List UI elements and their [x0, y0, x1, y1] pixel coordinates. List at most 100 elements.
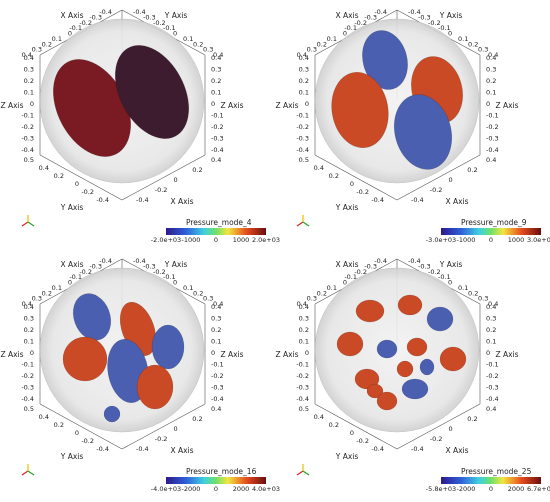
- mode-blob: [396, 360, 414, 378]
- axis-tick-label: 0.1: [24, 89, 34, 97]
- colorbar-tick-label: 3.0e+03: [527, 236, 550, 244]
- axis-tick-label: 0.4: [299, 54, 309, 62]
- axis-tick-label: -0.2: [79, 19, 92, 27]
- axis-tick-label: -0.1: [211, 361, 224, 369]
- axis-tick-label: 0.4: [24, 303, 34, 311]
- axis-tick-label: 0.3: [486, 66, 496, 74]
- orient-y: [302, 221, 310, 227]
- axis-tick-label: 0.1: [458, 284, 468, 292]
- axis-tick-label: 0.3: [478, 46, 488, 54]
- axis-tick-label: -0.1: [344, 24, 357, 32]
- axis-tick-label: 0.3: [307, 295, 317, 303]
- mode-blob: [103, 405, 121, 423]
- axis-title: Z Axis: [0, 101, 23, 110]
- axis-tick-label: 0: [486, 100, 490, 108]
- axis-tick-label: -0.2: [430, 435, 443, 443]
- axis-title: X Axis: [170, 197, 193, 206]
- axis-line: [396, 154, 481, 201]
- axis-line: [314, 154, 398, 201]
- axis-tick-label: 0.2: [467, 415, 477, 423]
- axis-tick-label: 0.3: [24, 315, 34, 323]
- axis-title: X Axis: [335, 11, 358, 20]
- axis-tick-label: 0.4: [211, 303, 221, 311]
- axis-tick-label: -0.4: [374, 8, 387, 16]
- mode-blob: [151, 324, 185, 370]
- axis-tick-label: 0.4: [213, 300, 223, 308]
- axis-tick-label: -0.3: [211, 384, 224, 392]
- axis-tick-label: 0: [449, 176, 453, 184]
- axis-tick-label: -0.3: [486, 384, 499, 392]
- mode-blob: [397, 294, 423, 316]
- axis-tick-label: -0.1: [486, 112, 499, 120]
- axis-line: [39, 403, 123, 450]
- axis-tick-label: 0.2: [54, 421, 64, 429]
- axis-tick-label: 0.4: [486, 54, 496, 62]
- axis-tick-label: 0.1: [458, 35, 468, 43]
- axis-tick-label: 0.3: [32, 295, 42, 303]
- axis-tick-label: 0.2: [24, 326, 34, 334]
- axis-tick-label: -0.2: [428, 19, 441, 27]
- axis-tick-label: 0.4: [22, 51, 32, 59]
- axis-tick-label: -0.2: [211, 123, 224, 131]
- axis-tick-label: -0.1: [438, 273, 451, 281]
- axis-tick-label: 0.3: [211, 315, 221, 323]
- colorbar-tick-label: 2000: [233, 485, 250, 493]
- axis-title: X Axis: [445, 197, 468, 206]
- axis-tick-label: 0.4: [488, 51, 498, 59]
- axis-tick-label: 0.4: [297, 51, 307, 59]
- axis-tick-label: 0.3: [478, 295, 488, 303]
- colorbar-tick-label: 2.0e+03: [252, 236, 280, 244]
- axis-tick-label: -0.3: [211, 135, 224, 143]
- axis-tick-label: 0.1: [486, 338, 496, 346]
- axis-tick-label: 0: [30, 349, 34, 357]
- axis-title: Y Axis: [335, 452, 359, 461]
- axis-tick-label: 0.4: [486, 303, 496, 311]
- axis-tick-label: -0.2: [81, 437, 94, 445]
- axis-tick-label: -0.2: [356, 188, 369, 196]
- axis-tick-label: 0.3: [307, 46, 317, 54]
- axis-tick-label: -0.1: [163, 24, 176, 32]
- axis-tick-label: 0.3: [486, 315, 496, 323]
- axis-tick-label: 0.5: [24, 156, 34, 164]
- axis-tick-label: -0.4: [411, 445, 424, 453]
- axis-tick-label: -0.3: [486, 135, 499, 143]
- axis-tick-label: -0.3: [89, 262, 102, 270]
- axis-tick-label: 0.4: [24, 54, 34, 62]
- mode-blob: [355, 299, 385, 323]
- axis-tick-label: 0.4: [297, 300, 307, 308]
- axis-tick-label: -0.4: [486, 146, 499, 154]
- axis-tick-label: 0.1: [24, 338, 34, 346]
- axis-tick-label: -0.1: [296, 361, 309, 369]
- axis-title: Y Axis: [164, 11, 188, 20]
- colorbar-tick-label: -1000: [457, 236, 476, 244]
- axis-tick-label: 0.2: [42, 40, 52, 48]
- axis-tick-label: 0: [68, 279, 72, 287]
- axis-tick-label: 0.1: [183, 35, 193, 43]
- mode-blob: [62, 336, 108, 382]
- colorbar-tick-label: 0: [489, 236, 493, 244]
- axis-tick-label: -0.3: [21, 135, 34, 143]
- colorbar-tick-label: -2000: [457, 485, 476, 493]
- axis-tick-label: 0.2: [54, 172, 64, 180]
- axis-tick-label: -0.1: [486, 361, 499, 369]
- colorbar-title: Pressure_mode_25: [461, 467, 532, 476]
- axis-tick-label: 0.3: [203, 46, 213, 54]
- axis-title: Z Axis: [275, 101, 298, 110]
- mode-blob: [376, 339, 398, 359]
- axis-tick-label: 0.4: [486, 156, 496, 164]
- colorbar-tick-label: -2000: [182, 485, 201, 493]
- mode-blob: [376, 391, 398, 411]
- colorbar-tick-label: -3.0e+03: [426, 236, 456, 244]
- axis-title: Y Axis: [439, 260, 463, 269]
- axis-tick-label: -0.4: [374, 257, 387, 265]
- mode-blob: [115, 45, 189, 139]
- axis-tick-label: 0.4: [211, 405, 221, 413]
- axis-line: [39, 154, 123, 201]
- mode-blob: [406, 337, 428, 357]
- mode-blob: [393, 94, 453, 170]
- axis-tick-label: 0: [75, 180, 79, 188]
- orientation-widget: [21, 464, 35, 476]
- colorbar-tick-label: -1000: [182, 236, 201, 244]
- axis-tick-label: 0.3: [299, 315, 309, 323]
- axis-tick-label: 0.3: [211, 66, 221, 74]
